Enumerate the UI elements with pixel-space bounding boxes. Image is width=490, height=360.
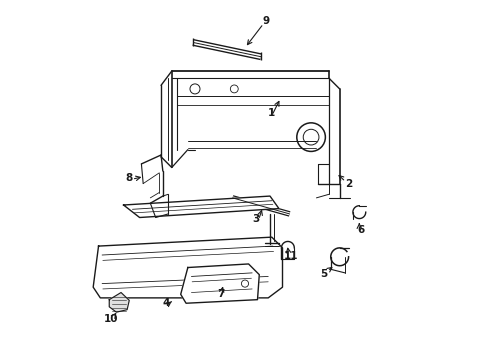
Text: 2: 2 (345, 179, 352, 189)
Text: 10: 10 (103, 314, 118, 324)
Text: 8: 8 (125, 173, 132, 183)
Text: 6: 6 (358, 225, 365, 235)
Polygon shape (93, 237, 283, 298)
Text: 9: 9 (263, 16, 270, 26)
Text: 1: 1 (268, 108, 275, 118)
Polygon shape (109, 293, 129, 312)
Polygon shape (181, 264, 259, 303)
Text: 4: 4 (163, 298, 170, 308)
Polygon shape (123, 196, 279, 217)
Text: 7: 7 (217, 289, 224, 299)
Text: 3: 3 (252, 213, 259, 224)
Text: 5: 5 (320, 269, 328, 279)
Text: 11: 11 (284, 251, 299, 261)
